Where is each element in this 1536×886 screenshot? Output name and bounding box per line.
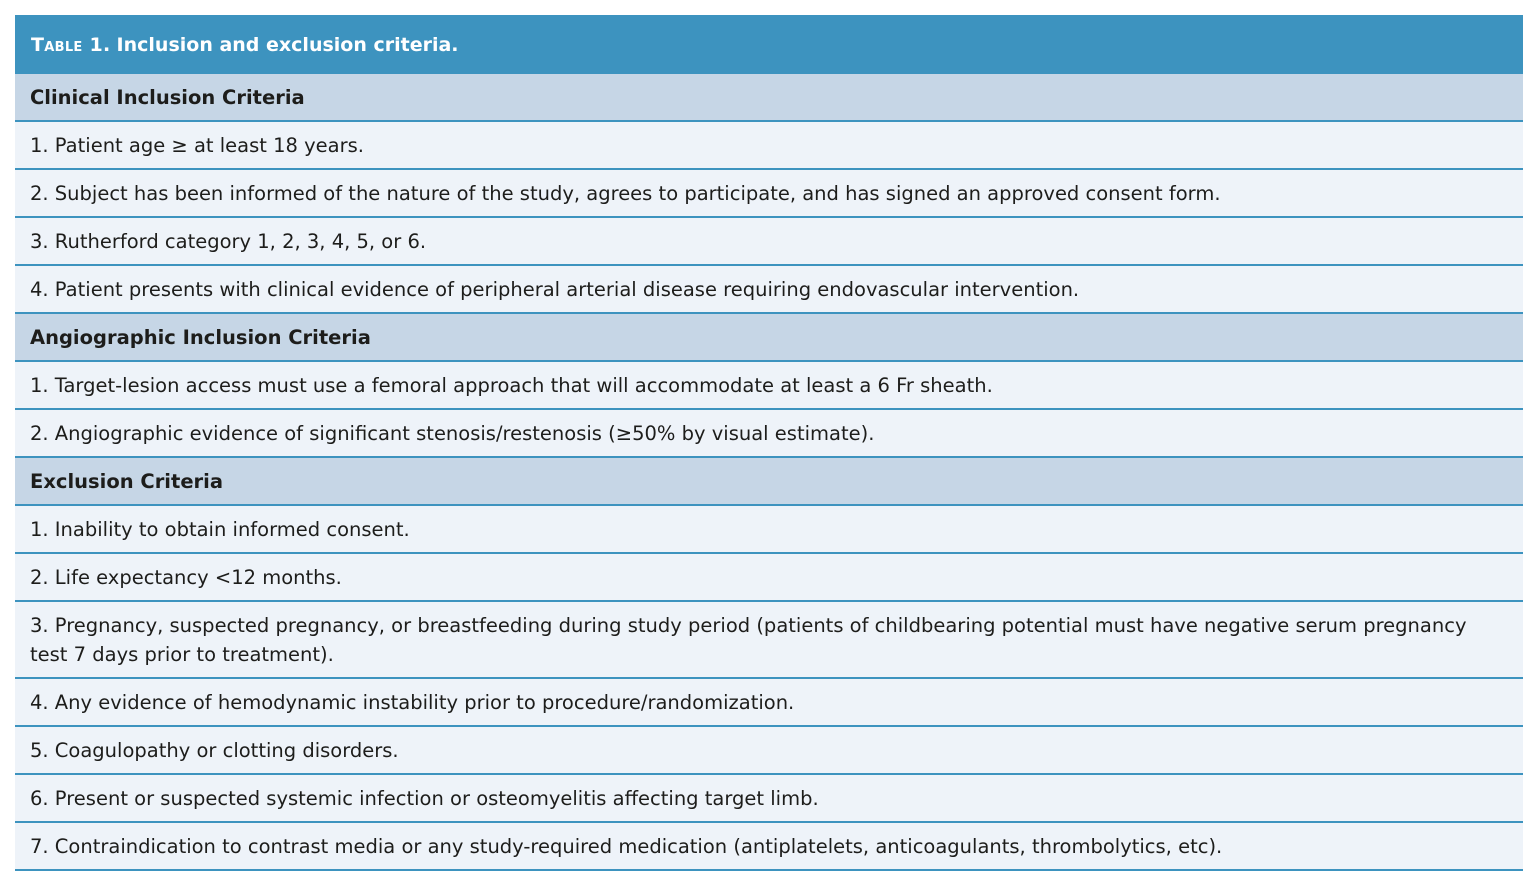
table-row: 1. Patient age ≥ at least 18 years. <box>15 122 1523 170</box>
table-title: Inclusion and exclusion criteria. <box>116 33 459 56</box>
table-row: 7. Contraindication to contrast media or… <box>15 823 1523 871</box>
table-row: 6. Present or suspected systemic infecti… <box>15 775 1523 823</box>
table-row: 3. Rutherford category 1, 2, 3, 4, 5, or… <box>15 218 1523 266</box>
table-row: 1. Inability to obtain informed consent. <box>15 506 1523 554</box>
table-row: 3. Pregnancy, suspected pregnancy, or br… <box>15 602 1523 679</box>
table-row: 2. Angiographic evidence of significant … <box>15 410 1523 458</box>
section-heading-exclusion: Exclusion Criteria <box>15 458 1523 506</box>
table-label: Table 1. <box>31 33 111 56</box>
table-row: 4. Patient presents with clinical eviden… <box>15 266 1523 314</box>
table-row: 4. Any evidence of hemodynamic instabili… <box>15 679 1523 727</box>
table-row: 5. Coagulopathy or clotting disorders. <box>15 727 1523 775</box>
table-row: 1. Target-lesion access must use a femor… <box>15 362 1523 410</box>
table-row: 2. Subject has been informed of the natu… <box>15 170 1523 218</box>
table-row: 2. Life expectancy <12 months. <box>15 554 1523 602</box>
table-title-bar: Table 1. Inclusion and exclusion criteri… <box>15 15 1523 74</box>
section-heading-angiographic-inclusion: Angiographic Inclusion Criteria <box>15 314 1523 362</box>
section-heading-clinical-inclusion: Clinical Inclusion Criteria <box>15 74 1523 122</box>
criteria-table: Table 1. Inclusion and exclusion criteri… <box>15 15 1523 871</box>
